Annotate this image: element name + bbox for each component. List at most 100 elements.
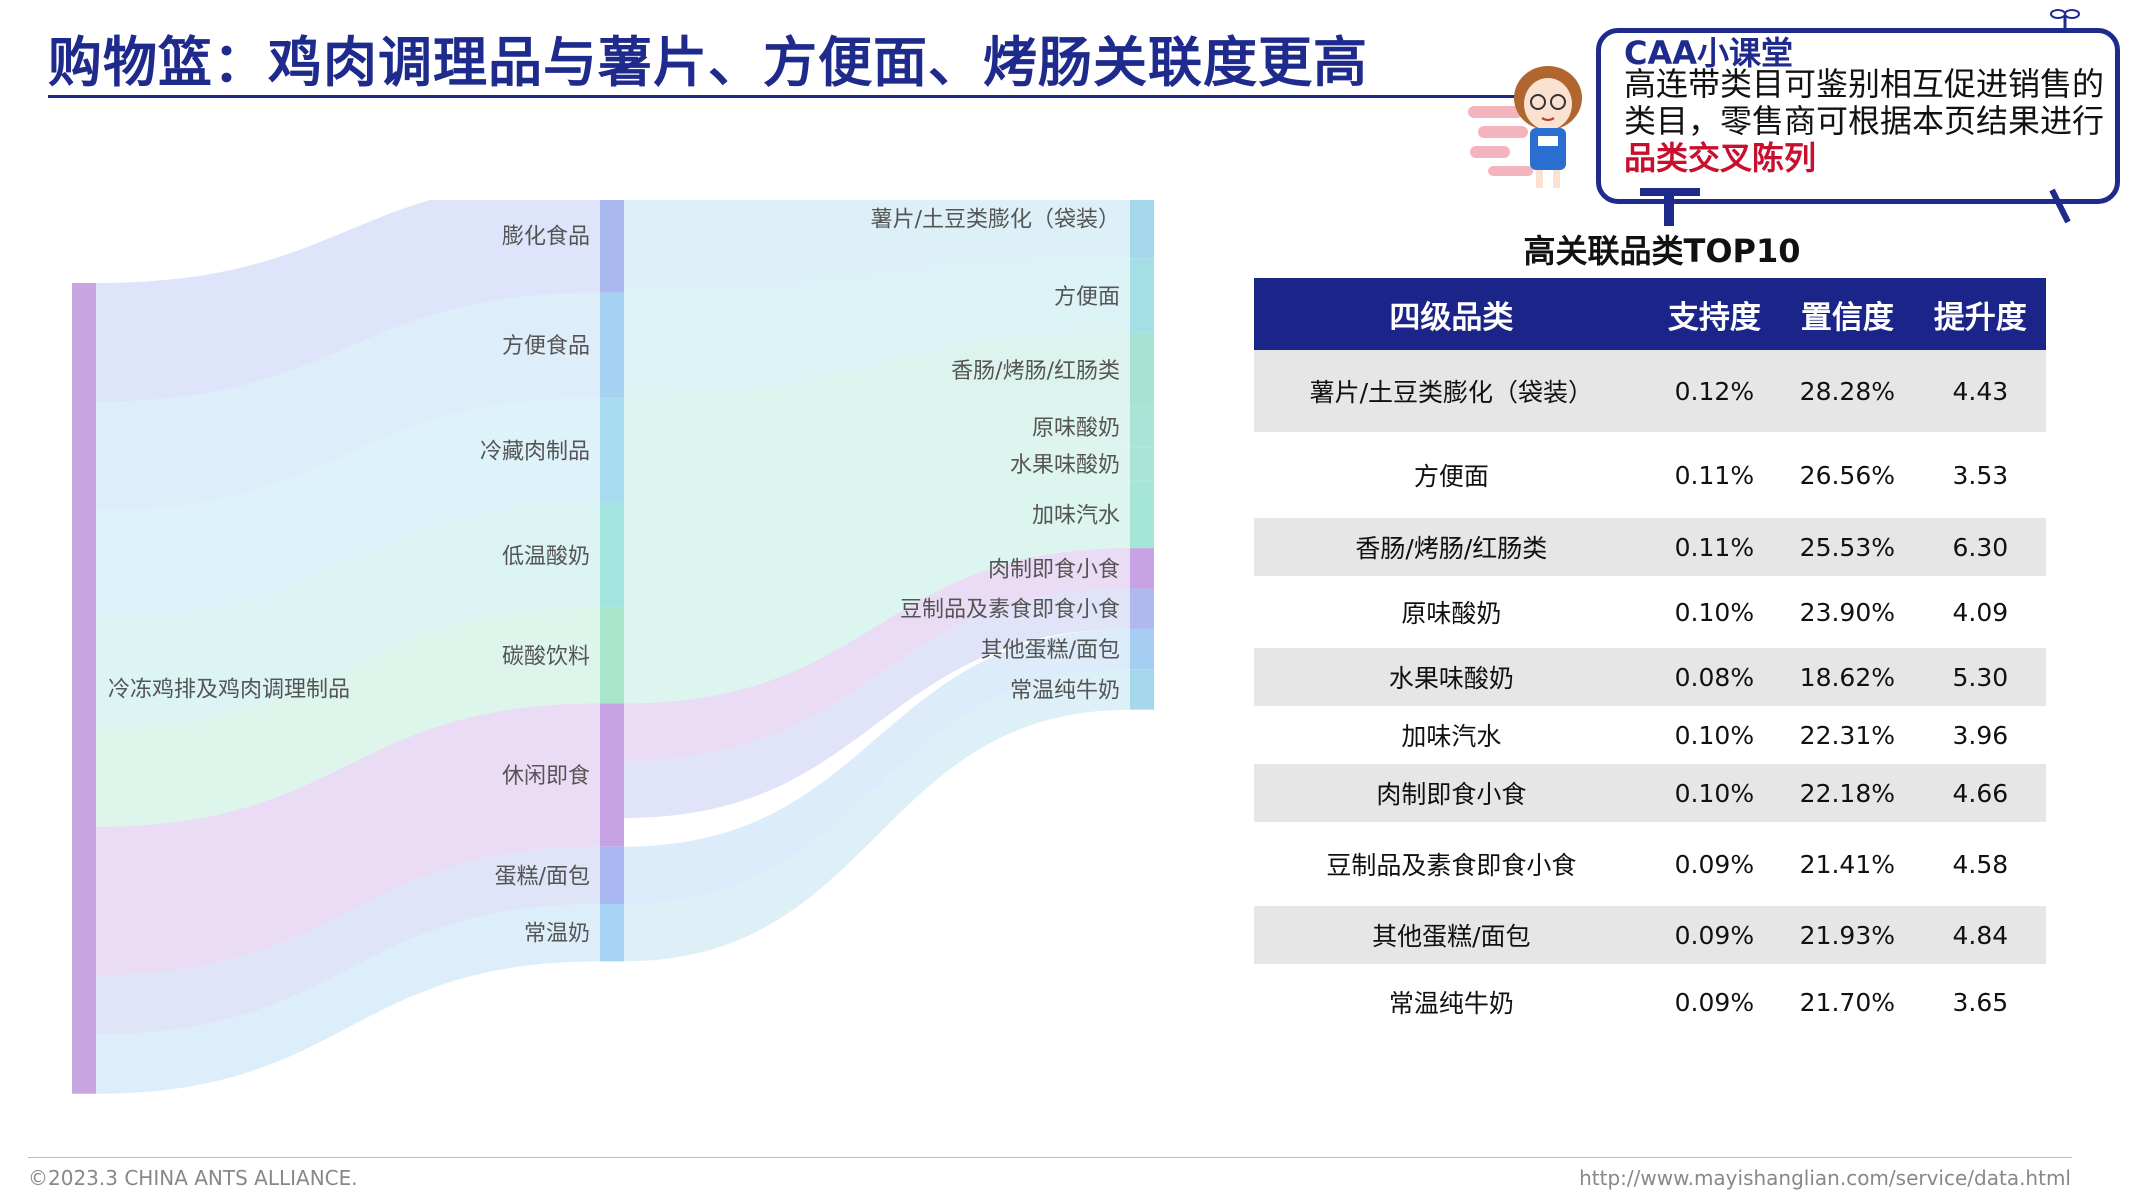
sankey-node-label: 膨化食品 — [502, 224, 590, 249]
sankey-link — [624, 588, 1130, 819]
sankey-node-label: 方便面 — [1054, 285, 1120, 310]
sankey-link — [624, 628, 1130, 905]
sankey-node — [1130, 332, 1154, 407]
sankey-node — [1130, 447, 1154, 481]
sankey-node — [600, 397, 624, 503]
metric-cell: 3.96 — [1952, 720, 2009, 750]
sankey-link — [624, 200, 1130, 293]
sankey-node — [1130, 406, 1154, 448]
sankey-node-label: 原味酸奶 — [1032, 416, 1120, 441]
sprout-icon — [2050, 9, 2080, 32]
teacher-mascot-illustration — [1468, 66, 1582, 188]
sankey-node — [1130, 480, 1154, 549]
callout-highlight: 品类交叉陈列 — [1624, 139, 1817, 177]
sankey-node — [1130, 669, 1154, 710]
sankey-link — [96, 397, 600, 620]
metric-cell: 0.12% — [1648, 350, 1781, 432]
sankey-node — [1130, 548, 1154, 589]
category-cell: 薯片/土豆类膨化（袋装） — [1254, 350, 1649, 432]
sankey-node — [72, 283, 96, 1094]
basket-association-sankey: 冷冻鸡排及鸡肉调理制品 膨化食品方便食品冷藏肉制品低温酸奶碳酸饮料休闲即食蛋糕/面… — [72, 200, 1154, 1094]
metric-cell: 0.10% — [1674, 597, 1755, 627]
sankey-node-label: 常温纯牛奶 — [1010, 679, 1120, 704]
metric-cell: 21.93% — [1780, 906, 1915, 964]
metric-cell: 23.90% — [1799, 597, 1895, 627]
table-row: 方便面 0.11% 26.56% 3.53 — [1254, 432, 2046, 518]
callout-body: 高连带类目可鉴别相互促进销售的类目，零售商可根据本页结果进行品类交叉陈列 — [1624, 66, 2110, 177]
metric-cell: 4.58 — [1952, 849, 2009, 879]
metric-cell: 22.18% — [1780, 764, 1915, 822]
metric-cell: 4.43 — [1914, 350, 2046, 432]
sankey-node-label: 常温奶 — [524, 922, 590, 947]
sankey-node-label: 碳酸饮料 — [502, 645, 590, 670]
sankey-node-label: 水果味酸奶 — [1010, 453, 1120, 478]
metric-cell: 0.08% — [1648, 648, 1781, 706]
sankey-node-label: 香肠/烤肠/红肠类 — [951, 359, 1120, 384]
metric-cell: 6.30 — [1914, 518, 2046, 576]
category-cell: 加味汽水 — [1401, 722, 1502, 751]
sankey-node-label: 蛋糕/面包 — [495, 864, 590, 889]
category-cell: 其他蛋糕/面包 — [1254, 906, 1649, 964]
sankey-node — [600, 703, 624, 847]
sankey-link — [96, 607, 600, 827]
metric-cell: 0.09% — [1674, 987, 1755, 1017]
sankey-node — [1130, 258, 1154, 333]
metric-cell: 4.09 — [1952, 597, 2009, 627]
callout-stand-icon — [1640, 188, 2071, 226]
table-header-cell: 支持度 — [1648, 278, 1781, 350]
category-cell: 方便面 — [1413, 462, 1489, 491]
table-row: 香肠/烤肠/红肠类 0.11% 25.53% 6.30 — [1254, 518, 2046, 576]
sankey-node-label: 低温酸奶 — [502, 544, 590, 569]
category-cell: 香肠/烤肠/红肠类 — [1254, 518, 1649, 576]
callout-title: CAA小课堂 — [1624, 34, 1794, 72]
table-header-cell: 提升度 — [1914, 278, 2046, 350]
sankey-link — [96, 703, 600, 976]
caa-lesson-callout — [1596, 28, 2120, 204]
metric-cell: 21.41% — [1799, 849, 1895, 879]
table-row: 水果味酸奶 0.08% 18.62% 5.30 — [1254, 648, 2046, 706]
sankey-link — [96, 904, 600, 1094]
metric-cell: 3.65 — [1952, 987, 2009, 1017]
sankey-link — [624, 669, 1130, 962]
sankey-link — [624, 548, 1130, 761]
metric-cell: 4.84 — [1914, 906, 2046, 964]
table-row: 肉制即食小食 0.10% 22.18% 4.66 — [1254, 764, 2046, 822]
sankey-node-label: 薯片/土豆类膨化（袋装） — [871, 207, 1120, 232]
sankey-link — [624, 480, 1130, 704]
sankey-links — [96, 200, 1130, 1094]
category-cell: 肉制即食小食 — [1254, 764, 1649, 822]
sankey-link — [96, 200, 600, 402]
title-underline — [48, 95, 1518, 98]
metric-cell: 3.53 — [1952, 460, 2009, 490]
source-url: http://www.mayishanglian.com/service/dat… — [1579, 1166, 2071, 1190]
sankey-node-label: 休闲即食 — [502, 764, 590, 789]
metric-cell: 18.62% — [1780, 648, 1915, 706]
top10-association-table: 四级品类 支持度 置信度 提升度 薯片/土豆类膨化（袋装） 0.12% 28.28% 4.4… — [1254, 278, 2046, 1040]
sankey-node-label: 方便食品 — [502, 334, 590, 359]
sankey-node — [1130, 588, 1154, 629]
table-header-cell: 置信度 — [1780, 278, 1915, 350]
page-title: 购物篮：鸡肉调理品与薯片、方便面、烤肠关联度更高 — [48, 31, 1368, 94]
sankey-link — [624, 447, 1130, 608]
sankey-node — [1130, 200, 1154, 259]
sankey-node — [600, 846, 624, 905]
sankey-link — [96, 846, 600, 1035]
metric-cell: 5.30 — [1914, 648, 2046, 706]
footer-divider — [28, 1157, 2072, 1158]
table-header-cell: 四级品类 — [1254, 278, 1649, 350]
category-cell: 原味酸奶 — [1401, 599, 1502, 628]
sankey-node-label: 其他蛋糕/面包 — [981, 638, 1120, 663]
callout-body-text: 高连带类目可鉴别相互促进销售的类目，零售商可根据本页结果进行 — [1624, 65, 2105, 140]
sankey-node-label: 肉制即食小食 — [988, 557, 1120, 582]
sankey-node — [1130, 628, 1154, 670]
category-cell: 豆制品及素食即食小食 — [1326, 851, 1577, 880]
metric-cell: 4.66 — [1914, 764, 2046, 822]
category-cell: 常温纯牛奶 — [1388, 989, 1514, 1018]
metric-cell: 26.56% — [1799, 460, 1895, 490]
metric-cell: 0.09% — [1674, 849, 1755, 879]
sankey-node — [600, 607, 624, 704]
sankey-node-label: 加味汽水 — [1032, 504, 1120, 529]
metric-cell: 0.11% — [1674, 460, 1755, 490]
sankey-node — [600, 904, 624, 962]
metric-cell: 22.31% — [1799, 720, 1895, 750]
